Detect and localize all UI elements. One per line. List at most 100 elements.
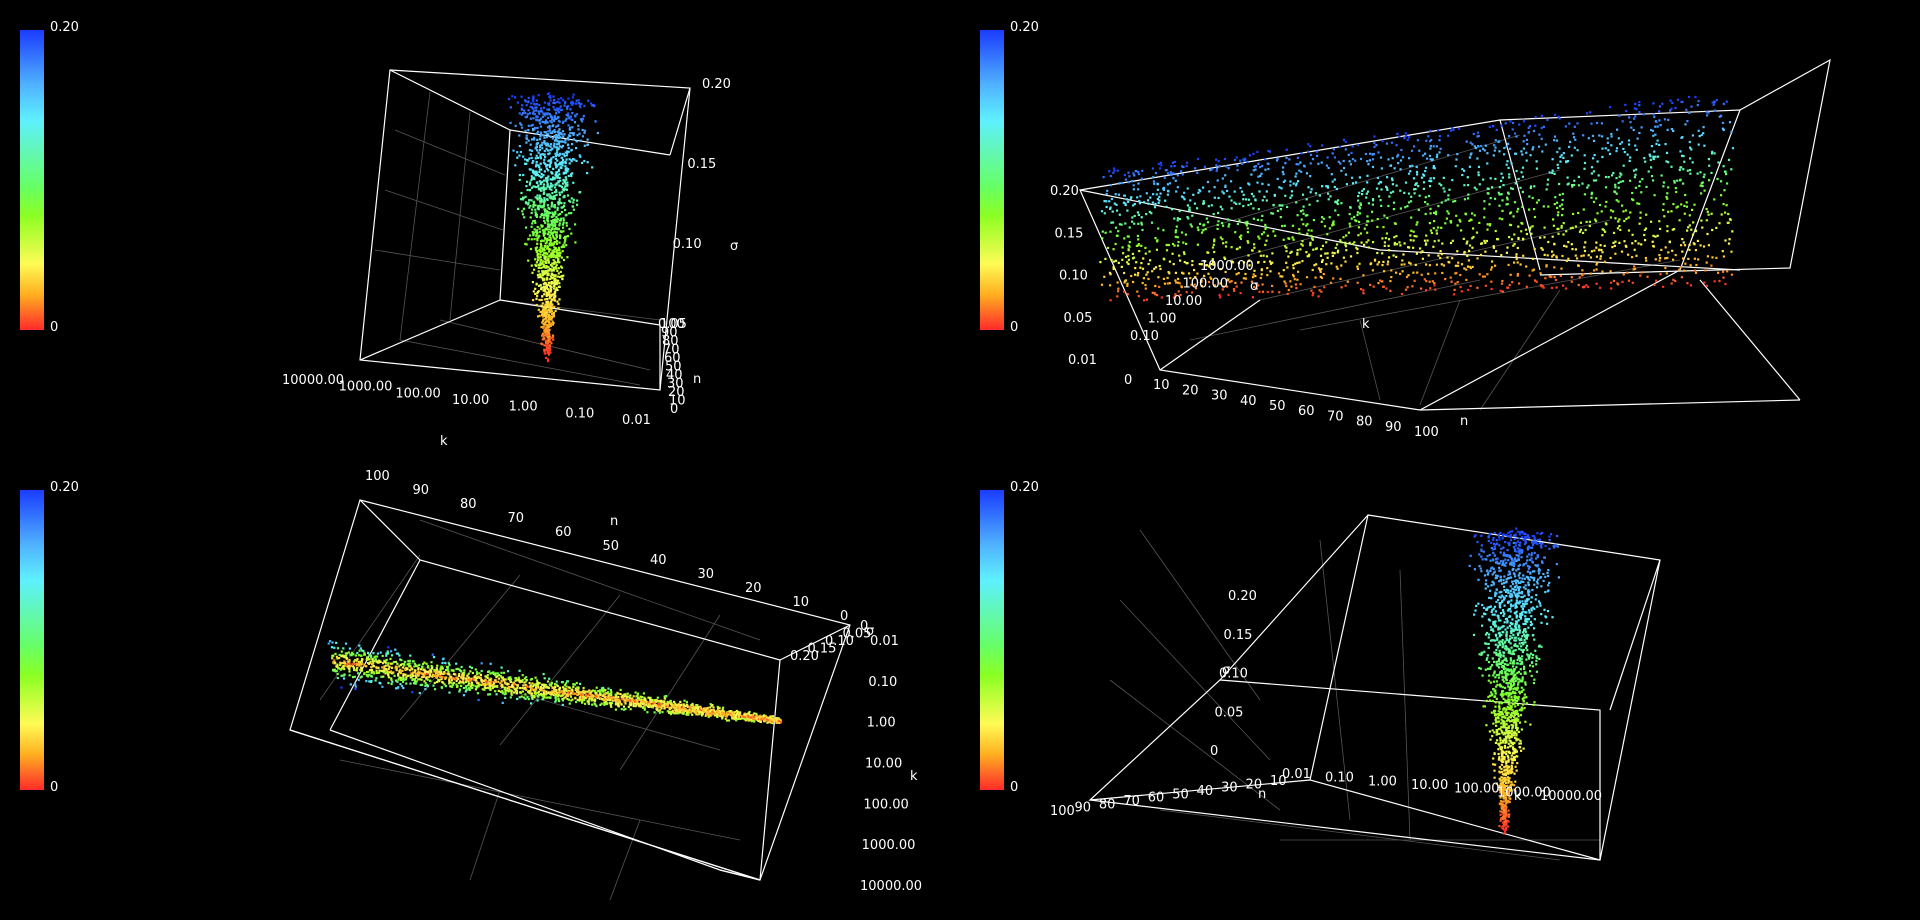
data-point — [1476, 286, 1479, 289]
data-point — [1442, 176, 1445, 179]
data-point — [1182, 196, 1185, 199]
data-point — [1147, 199, 1150, 202]
data-point — [1212, 243, 1215, 246]
data-point — [560, 156, 563, 159]
data-point — [1309, 191, 1312, 194]
data-point — [1112, 171, 1115, 174]
data-point — [547, 266, 550, 269]
data-point — [1441, 271, 1444, 275]
data-point — [1392, 201, 1396, 204]
data-point — [1132, 184, 1135, 187]
data-point — [553, 225, 556, 228]
data-point — [548, 306, 551, 309]
data-point — [1675, 190, 1678, 194]
data-point — [535, 160, 538, 164]
scatter-3d-plot[interactable]: 0 10 20 30 40 50 60 70 80 90 100 0.010.050.100.150… — [960, 0, 1920, 460]
data-point — [1599, 244, 1602, 247]
data-point — [1520, 171, 1523, 174]
data-point — [1390, 269, 1393, 272]
data-point — [1512, 244, 1515, 247]
data-point — [1583, 161, 1587, 165]
data-point — [544, 112, 547, 115]
data-point — [546, 304, 550, 307]
data-point — [567, 114, 570, 117]
data-point — [542, 192, 545, 195]
data-point — [546, 358, 550, 361]
data-point — [1137, 222, 1140, 225]
data-point — [732, 716, 735, 720]
data-point — [1652, 155, 1655, 158]
data-point — [1571, 184, 1574, 187]
data-point — [1593, 249, 1596, 252]
data-point — [1678, 168, 1681, 172]
data-point — [1662, 208, 1665, 212]
data-point — [1662, 203, 1665, 206]
data-point — [1424, 212, 1427, 216]
data-point — [1209, 169, 1212, 172]
data-point — [1615, 199, 1618, 202]
data-point — [1593, 154, 1596, 157]
data-point — [1631, 281, 1634, 284]
data-point — [557, 143, 560, 146]
data-point — [561, 245, 564, 249]
data-point — [1652, 157, 1655, 161]
data-point — [1690, 105, 1693, 108]
data-point — [600, 702, 603, 705]
data-point — [1265, 226, 1268, 229]
data-point — [1447, 154, 1450, 157]
data-point — [1636, 137, 1639, 140]
data-point — [1466, 176, 1469, 179]
data-point — [1507, 142, 1510, 145]
data-point — [1146, 271, 1149, 274]
data-point — [1633, 117, 1636, 120]
data-point — [534, 248, 538, 251]
data-point — [539, 253, 542, 256]
data-point — [403, 664, 406, 667]
data-point — [556, 176, 560, 179]
data-point — [1449, 241, 1453, 245]
data-point — [342, 674, 346, 677]
data-point — [1252, 217, 1255, 220]
data-point — [1372, 153, 1375, 156]
data-point — [1274, 234, 1277, 237]
data-point — [577, 124, 580, 127]
data-point — [1429, 140, 1432, 143]
data-point — [333, 646, 336, 649]
data-point — [435, 667, 438, 670]
data-point — [333, 659, 336, 662]
data-point — [380, 675, 383, 678]
data-point — [1109, 184, 1112, 187]
data-point — [1131, 216, 1134, 219]
data-point — [1517, 237, 1520, 240]
data-point — [509, 685, 512, 689]
data-point — [1166, 172, 1170, 175]
data-point — [1533, 247, 1536, 251]
data-point — [1393, 167, 1396, 170]
data-point — [545, 294, 548, 297]
data-point — [553, 251, 556, 254]
data-point — [537, 256, 541, 259]
data-point — [771, 715, 774, 718]
data-point — [1127, 244, 1130, 247]
data-point — [547, 169, 550, 172]
data-point — [1153, 206, 1157, 209]
data-point — [1379, 156, 1383, 159]
data-point — [557, 257, 560, 260]
data-point — [1723, 189, 1726, 192]
data-point — [1459, 286, 1462, 289]
data-point — [1358, 205, 1361, 208]
data-point — [556, 269, 559, 272]
data-point — [457, 674, 461, 678]
data-point — [413, 662, 417, 665]
data-point — [1596, 160, 1599, 163]
data-point — [447, 670, 450, 673]
data-point — [555, 151, 559, 154]
data-point — [1627, 279, 1631, 282]
data-point — [544, 187, 547, 190]
data-point — [1336, 243, 1339, 246]
data-point — [1528, 274, 1531, 277]
data-point — [685, 703, 688, 706]
data-point — [1350, 217, 1353, 220]
